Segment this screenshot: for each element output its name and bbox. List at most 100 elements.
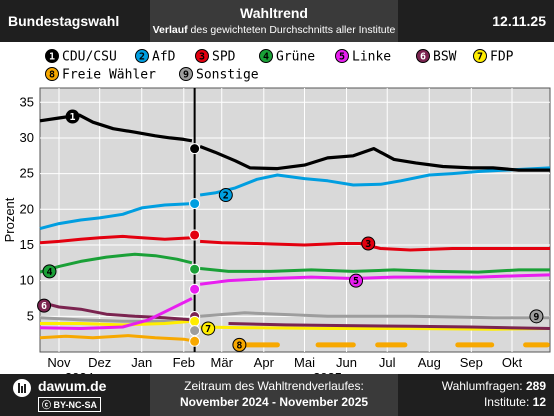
y-tick-label: 15 — [20, 237, 34, 252]
x-tick-label: Mai — [294, 355, 315, 370]
subtitle-bold: Verlauf — [152, 24, 188, 36]
y-tick-label: 20 — [20, 201, 34, 216]
series-line-1-after — [199, 145, 550, 172]
series-line-3-after — [200, 239, 550, 252]
badge-circle — [335, 49, 349, 63]
header-date: 12.11.25 — [492, 13, 546, 29]
institutes-label: Institute: — [483, 395, 533, 409]
x-tick-label: Jan — [131, 355, 152, 370]
badge-circle — [201, 321, 216, 336]
x-tick-label: Sep — [460, 355, 483, 370]
badge-number: 2 — [139, 52, 145, 63]
footer-site-link[interactable]: dawum.de — [38, 378, 107, 394]
election-marker — [189, 88, 201, 352]
series-line-4 — [39, 252, 193, 274]
badge-circle — [135, 49, 149, 63]
y-tick-label: 35 — [20, 94, 34, 109]
badge-number: 9 — [183, 70, 189, 81]
x-tick-label: Dez — [88, 355, 111, 370]
x-tick-label: Mär — [211, 355, 234, 370]
legend-label: Grüne — [276, 50, 315, 65]
cc-icon: ⓒ — [42, 400, 52, 410]
chart-series — [39, 113, 551, 348]
series-labels: 1 2 3 4 5 6 7 8 9 — [37, 109, 544, 352]
series-line-3 — [39, 234, 192, 245]
series-label-8: 8 — [232, 337, 247, 352]
badge-circle — [218, 188, 233, 203]
legend-item-9: 9 Sonstige — [179, 67, 259, 83]
badge-number: 8 — [236, 340, 242, 351]
legend-badge: 9 — [179, 67, 193, 81]
x-year-label: 2024 — [65, 370, 94, 374]
series-line-6 — [39, 300, 193, 322]
badge-number: 5 — [353, 276, 359, 287]
election-result-marker — [189, 198, 201, 210]
badge-circle — [349, 273, 364, 288]
series-line-7 — [40, 319, 193, 327]
election-result-marker — [189, 229, 201, 241]
series-label-1: 1 — [65, 109, 80, 124]
x-year-label: 2025 — [313, 370, 342, 374]
legend-badge: 7 — [473, 49, 487, 63]
series-label-7: 7 — [201, 321, 216, 336]
institutes-value: 12 — [532, 395, 546, 409]
subtitle-rest: des gewichteten Durchschnitts aller Inst… — [187, 24, 396, 36]
series-line-2 — [39, 202, 192, 231]
license-badge[interactable]: ⓒ BY-NC-SA — [38, 397, 102, 412]
series-line-4-after — [199, 267, 550, 274]
badge-circle — [361, 236, 376, 251]
legend-item-8: 8 Freie Wähler — [45, 67, 156, 83]
badge-number: 6 — [420, 52, 426, 63]
badge-circle — [232, 337, 247, 352]
legend-item-6: 6 BSW — [416, 49, 457, 65]
badge-circle — [42, 264, 57, 279]
badge-circle — [259, 49, 273, 63]
header-title: Wahltrend — [240, 5, 308, 21]
legend-badge: 8 — [45, 67, 59, 81]
legend-item-3: 3 SPD — [195, 49, 236, 65]
series-line-6-after — [228, 322, 551, 330]
dawum-logo-icon[interactable] — [12, 378, 32, 398]
badge-number: 2 — [223, 191, 229, 202]
footer-period-label: Zeitraum des Wahltrendverlaufes: — [184, 379, 364, 393]
badge-circle — [45, 49, 59, 63]
x-tick-label: Aug — [418, 355, 441, 370]
legend-item-4: 4 Grüne — [259, 49, 315, 65]
license-label: BY-NC-SA — [53, 400, 98, 410]
series-line-9-after — [199, 311, 550, 320]
series-label-9: 9 — [529, 309, 544, 324]
chart-legend: 1 CDU/CSU 2 AfD 3 SPD 4 Grüne 5 Linke 6 BSW 7 FDP 8 Fre… — [45, 49, 514, 83]
series-line-5-after — [199, 273, 551, 286]
series-label-6: 6 — [37, 298, 52, 313]
legend-label: Sonstige — [196, 68, 259, 83]
footer-polls-count: Wahlumfragen: 289 — [442, 379, 546, 393]
badge-number: 9 — [533, 312, 539, 323]
badge-number: 8 — [49, 70, 55, 81]
legend-item-7: 7 FDP — [473, 49, 514, 65]
legend-label: Freie Wähler — [62, 68, 156, 83]
header-center-panel — [150, 0, 398, 42]
x-tick-label: Apr — [254, 355, 275, 370]
election-result-marker — [189, 263, 201, 275]
badge-circle — [529, 309, 544, 324]
polls-label: Wahlumfragen: — [441, 379, 526, 393]
series-label-5: 5 — [349, 273, 364, 288]
legend-label: FDP — [490, 50, 514, 65]
badge-number: 3 — [199, 52, 205, 63]
x-tick-label: Jun — [336, 355, 357, 370]
y-tick-label: 25 — [20, 166, 34, 181]
legend-label: SPD — [212, 50, 236, 65]
y-tick-label: 10 — [20, 273, 34, 288]
legend-item-2: 2 AfD — [135, 49, 176, 65]
legend-badge: 1 — [45, 49, 59, 63]
badge-number: 4 — [263, 52, 269, 63]
polls-value: 289 — [525, 379, 546, 393]
badge-number: 7 — [205, 324, 211, 335]
election-result-marker — [189, 325, 201, 337]
x-tick-label: Nov — [47, 355, 71, 370]
y-tick-label: 30 — [20, 130, 34, 145]
trend-chart: 1 CDU/CSU 2 AfD 3 SPD 4 Grüne 5 Linke 6 BSW 7 FDP 8 Fre… — [2, 49, 551, 374]
badge-number: 4 — [46, 267, 52, 278]
legend-label: CDU/CSU — [62, 50, 117, 65]
